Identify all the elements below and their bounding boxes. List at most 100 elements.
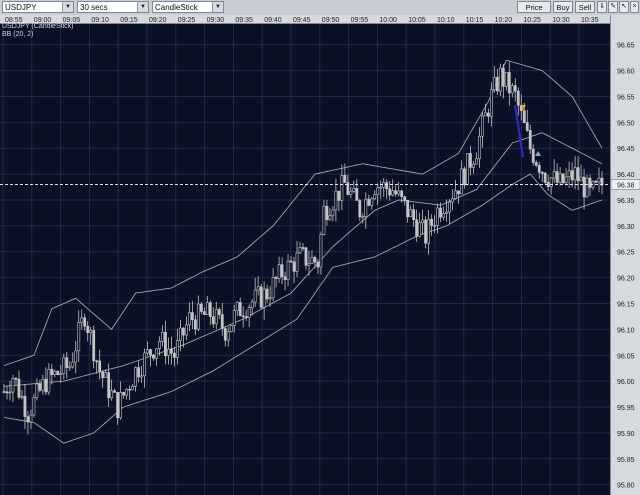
candle-body [152,354,155,359]
candle-body [448,201,451,213]
candle-body [498,67,502,92]
pin-icon[interactable]: ⇓ [597,1,607,13]
candle-body [184,324,188,336]
x-tick-label: 09:20 [149,17,167,24]
close-icon[interactable]: × [630,1,639,13]
candle-body [104,372,108,378]
candle-body [370,198,374,206]
candle-body [208,302,212,318]
candle-body [433,225,436,227]
candle-body [469,153,472,168]
candle-body [406,199,410,218]
candle-body [582,176,586,198]
candle-body [235,302,239,312]
candle-body [125,388,128,396]
candle-body [128,388,131,391]
interval-value: 30 secs [80,3,108,12]
chevron-down-icon[interactable]: ▼ [137,2,148,12]
buy-button[interactable]: Buy [553,1,573,13]
candle-body [391,190,395,196]
candle-body [26,416,30,423]
candle-body [17,378,21,398]
candle-body [83,317,87,327]
y-tick-label: 96.25 [617,250,635,257]
candle-body [50,368,54,375]
candle-body [250,301,254,308]
candle-body [68,366,72,369]
cursor-icon[interactable]: ↖ [619,1,629,13]
y-tick-label: 96.00 [617,379,635,386]
candle-body [113,390,117,393]
candle-body [65,357,69,368]
candle-body [313,257,317,263]
y-tick-label: 96.50 [617,120,635,127]
candle-body [337,190,341,201]
candle-body [510,85,514,94]
candle-body [187,312,191,326]
candle-body [304,247,308,266]
candle-body [176,340,179,358]
candle-body [424,219,427,244]
candle-body [543,172,547,183]
chevron-down-icon[interactable]: ▼ [212,2,223,12]
candle-body [528,130,532,150]
y-tick-label: 96.15 [617,301,635,308]
candle-body [220,314,224,329]
x-tick-label: 09:25 [178,17,196,24]
bollinger-upper-band [3,59,603,367]
candle-body [555,171,559,183]
candle-body [182,327,185,336]
candle-body [47,368,51,393]
chevron-down-icon[interactable]: ▼ [62,2,73,12]
candle-body [489,89,493,117]
candle-body [352,188,356,192]
candle-body [478,135,481,160]
candle-body [134,367,137,387]
candle-body [190,312,194,321]
sell-button[interactable]: Sell [575,1,595,13]
candle-body [558,173,562,183]
candle-body [376,187,380,195]
candle-body [14,377,18,380]
candle-body [32,397,36,416]
candle-body [460,168,463,195]
y-tick-label: 95.90 [617,431,635,438]
interval-select[interactable]: 30 secs ▼ [77,1,149,13]
candle-body [271,277,275,299]
candle-body [232,310,236,326]
candle-body [170,348,173,354]
candle-body [409,209,413,218]
candle-body [74,350,78,363]
candle-body [158,340,161,349]
draw-icon[interactable]: ✎ [608,1,618,13]
chart-style-select[interactable]: CandleStick ▼ [152,1,224,13]
candle-body [349,191,353,195]
candle-body [262,288,266,308]
candle-body [525,122,529,131]
candle-body [286,260,290,280]
bollinger-lower-band [3,173,603,444]
x-tick-label: 09:45 [293,17,311,24]
candle-body [229,325,233,332]
candle-body [412,209,416,221]
candle-body [295,252,299,272]
candle-body [355,188,359,201]
candle-body [193,319,197,330]
x-tick-label: 09:40 [264,17,282,24]
y-tick-label: 96.20 [617,276,635,283]
candle-body [454,190,457,199]
candle-body [394,190,398,195]
candle-body [501,67,505,87]
candle-body [385,182,389,190]
candle-body [415,219,419,237]
price-axis[interactable] [610,15,640,495]
candle-body [343,175,347,183]
x-tick-label: 10:00 [379,17,397,24]
candle-body [534,162,538,166]
symbol-select[interactable]: USDJPY ▼ [2,1,74,13]
candle-body [80,317,84,323]
candle-body [579,176,583,182]
candle-body [573,167,577,181]
candle-body [289,260,293,263]
